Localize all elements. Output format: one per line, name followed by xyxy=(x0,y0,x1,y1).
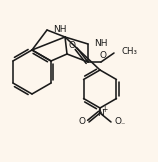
Text: N: N xyxy=(97,109,103,117)
Text: O: O xyxy=(115,117,122,127)
Text: NH: NH xyxy=(94,40,107,48)
Text: CH₃: CH₃ xyxy=(122,46,138,56)
Text: O: O xyxy=(100,52,106,60)
Text: NH: NH xyxy=(53,25,67,35)
Text: ⁻: ⁻ xyxy=(121,121,125,129)
Text: +: + xyxy=(101,104,107,114)
Text: O: O xyxy=(79,117,85,127)
Text: O: O xyxy=(69,40,76,50)
